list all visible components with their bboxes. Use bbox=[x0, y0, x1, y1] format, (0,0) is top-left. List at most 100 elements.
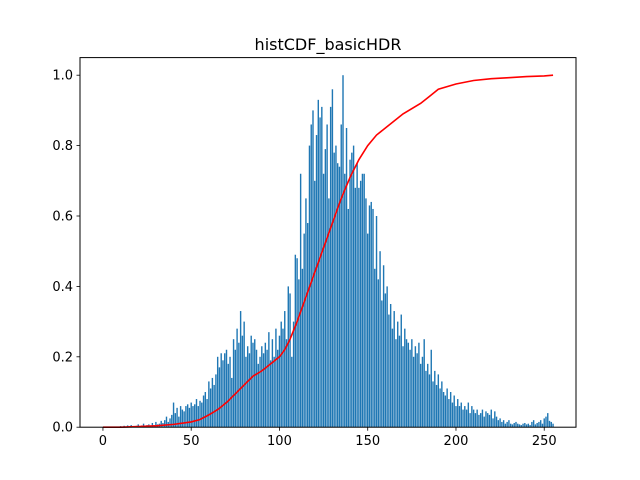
histogram-bar bbox=[151, 422, 154, 428]
histogram-bar bbox=[333, 152, 335, 428]
histogram-bar bbox=[211, 377, 214, 428]
histogram-bar bbox=[471, 406, 473, 428]
histogram-bar bbox=[432, 381, 434, 428]
histogram-bar bbox=[222, 360, 224, 428]
histogram-bar bbox=[430, 349, 432, 428]
histogram-bar bbox=[382, 265, 385, 428]
histogram-bar bbox=[179, 406, 182, 428]
histogram-bar bbox=[310, 124, 312, 428]
histogram-bar bbox=[474, 413, 477, 428]
histogram-bar bbox=[337, 163, 339, 428]
y-tick-label: 0.8 bbox=[52, 139, 73, 154]
histogram-bar bbox=[488, 414, 491, 428]
histogram-bar bbox=[449, 392, 452, 428]
histogram-bar bbox=[412, 356, 415, 428]
histogram-bar bbox=[284, 311, 286, 428]
histogram-bar bbox=[427, 363, 429, 428]
histogram-bar bbox=[442, 392, 445, 428]
histogram-bar bbox=[375, 216, 378, 428]
histogram-bar bbox=[400, 314, 402, 428]
histogram-bar bbox=[289, 293, 291, 428]
x-tick-label: 250 bbox=[532, 434, 557, 449]
histogram-bar bbox=[552, 423, 554, 428]
histogram-bar bbox=[338, 166, 341, 428]
histogram-bar bbox=[280, 321, 282, 428]
histogram-bar bbox=[481, 409, 484, 428]
histogram-bar bbox=[478, 414, 480, 428]
histogram-bar bbox=[361, 173, 364, 428]
histogram-bar bbox=[178, 416, 180, 428]
histogram-bar bbox=[467, 402, 470, 428]
histogram-bar bbox=[254, 339, 256, 428]
histogram-bar bbox=[292, 321, 295, 428]
histogram-bar bbox=[276, 349, 279, 428]
histogram-bar bbox=[464, 406, 466, 428]
histogram-bar bbox=[423, 339, 425, 428]
histogram-bar bbox=[301, 268, 304, 428]
histogram-bar bbox=[395, 339, 397, 428]
histogram-bar bbox=[374, 268, 376, 428]
histogram-bar bbox=[243, 321, 245, 428]
histogram-bar bbox=[483, 416, 485, 428]
y-axis-ticks: 0.0 0.2 0.4 0.6 0.8 1.0 bbox=[52, 69, 80, 436]
histogram-bar bbox=[358, 187, 360, 428]
histogram-bar bbox=[356, 163, 358, 428]
histogram-bar bbox=[354, 187, 357, 428]
histogram-bar bbox=[550, 421, 552, 428]
histogram-bar bbox=[446, 388, 448, 428]
histogram-bar bbox=[216, 356, 219, 428]
histogram-bar bbox=[435, 384, 438, 428]
histogram-bar bbox=[321, 106, 323, 428]
histogram-bar bbox=[171, 414, 173, 428]
histogram-bar bbox=[538, 421, 540, 428]
histogram-bar bbox=[370, 201, 372, 428]
plot-area bbox=[80, 57, 576, 428]
histogram-bar bbox=[252, 342, 254, 428]
histogram-bar bbox=[547, 413, 549, 428]
histogram-bar bbox=[294, 254, 297, 428]
histogram-bar bbox=[340, 124, 342, 428]
histogram-bar bbox=[197, 406, 199, 428]
histogram-bar bbox=[266, 349, 268, 428]
histogram-bar bbox=[487, 413, 489, 428]
histogram-bar bbox=[246, 346, 249, 428]
histogram-bar bbox=[520, 425, 522, 428]
histogram-bar bbox=[261, 346, 263, 428]
histogram-bar bbox=[229, 356, 231, 428]
histogram-bar bbox=[298, 279, 300, 428]
histogram-bar bbox=[181, 409, 184, 428]
histogram-bar bbox=[425, 370, 427, 428]
x-tick-label: 0 bbox=[99, 434, 107, 449]
histogram-bar bbox=[160, 420, 162, 428]
histogram-bar bbox=[458, 406, 461, 428]
histogram-bar bbox=[522, 423, 524, 428]
histogram-bar bbox=[543, 418, 545, 428]
histogram-bar bbox=[264, 342, 267, 428]
histogram-bar bbox=[186, 404, 189, 428]
histogram-bar bbox=[388, 314, 390, 428]
histogram-bar bbox=[532, 420, 535, 428]
histogram-bar bbox=[441, 381, 443, 428]
histogram-bar bbox=[455, 406, 457, 428]
histogram-bar bbox=[328, 198, 330, 428]
histogram-bar bbox=[176, 407, 178, 428]
histogram-bar bbox=[342, 75, 344, 428]
histogram-bar bbox=[536, 422, 538, 428]
histogram-bar bbox=[225, 349, 228, 428]
y-tick-label: 1.0 bbox=[52, 69, 73, 84]
histogram-bar bbox=[501, 421, 503, 428]
histogram-bar bbox=[365, 198, 367, 428]
histogram-bar bbox=[448, 399, 450, 428]
histogram-bar bbox=[192, 406, 194, 428]
chart-title: histCDF_basicHDR bbox=[255, 35, 402, 55]
histogram-bar bbox=[539, 420, 542, 428]
histogram-bar bbox=[155, 421, 157, 428]
histogram-bar bbox=[239, 311, 242, 428]
histogram-bar bbox=[398, 335, 401, 428]
histogram-bar bbox=[322, 173, 325, 428]
histogram-bar bbox=[508, 420, 510, 428]
histogram-bar bbox=[485, 411, 487, 428]
histogram-bar bbox=[231, 377, 233, 428]
histogram-bar bbox=[165, 416, 168, 428]
histogram-bar bbox=[220, 353, 222, 428]
